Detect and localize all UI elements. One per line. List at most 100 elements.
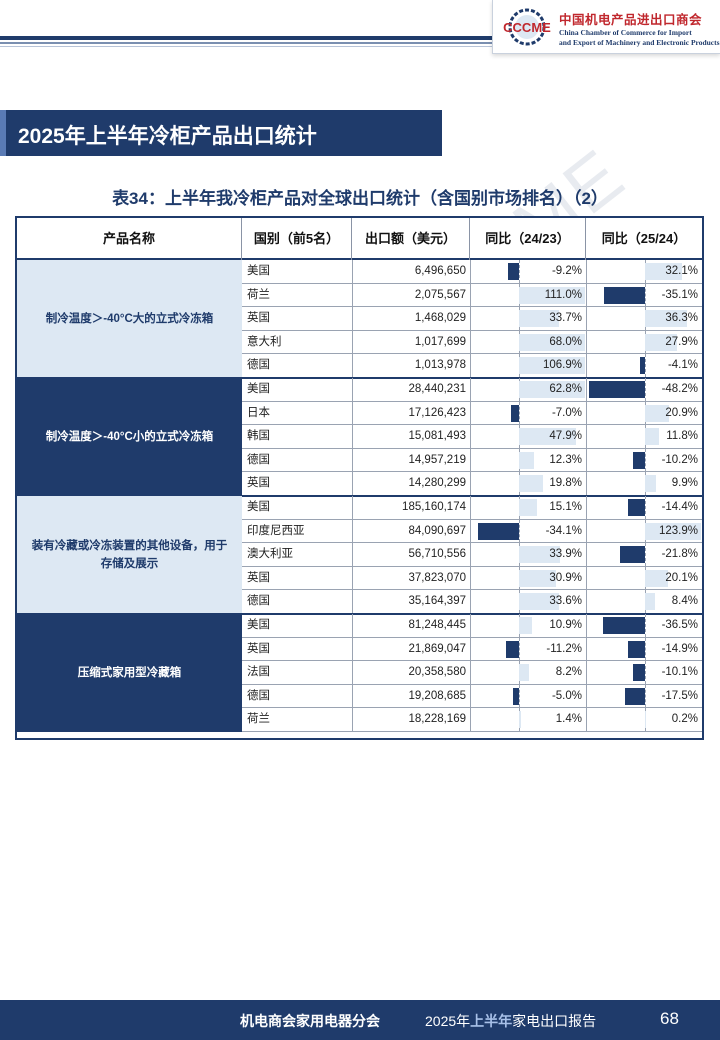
product-group: 制冷温度＞-40°C小的立式冷冻箱 美国 28,440,231 62.8% -48.2%… — [17, 378, 702, 496]
footer-report-title: 2025年上半年家电出口报告 — [425, 1011, 596, 1031]
table-row: 美国 185,160,174 15.1% -14.4% — [242, 496, 702, 520]
table-row: 荷兰 2,075,567 111.0% -35.1% — [242, 283, 702, 308]
yoy-25-24-cell: 9.9% — [586, 472, 702, 495]
negative-growth-bar — [507, 263, 519, 280]
amount-cell: 185,160,174 — [352, 496, 470, 519]
yoy-value: -36.5% — [661, 619, 698, 631]
table-header: 产品名称 国别（前5名） 出口额（美元） 同比（24/23） 同比（25/24） — [17, 218, 702, 260]
country-cell: 德国 — [247, 689, 270, 702]
amount-cell: 14,280,299 — [352, 472, 470, 495]
table-row: 韩国 15,081,493 47.9% 11.8% — [242, 425, 702, 449]
negative-growth-bar — [589, 381, 645, 398]
product-name: 装有冷藏或冷冻装置的其他设备，用于存储及展示 — [17, 496, 242, 614]
bar-axis — [519, 684, 520, 708]
yoy-value: 32.1% — [665, 265, 698, 277]
bar-axis — [645, 378, 646, 401]
bar-axis — [645, 661, 646, 684]
column-header-product: 产品名称 — [17, 218, 242, 260]
negative-growth-bar — [640, 357, 645, 375]
section-title: 2025年上半年冷柜产品出口统计 — [18, 125, 317, 148]
country-cell: 德国 — [247, 595, 270, 608]
header-stripe-hairline — [0, 46, 492, 47]
footer-report: 家电出口报告 — [512, 1013, 597, 1029]
negative-growth-bar — [513, 687, 519, 705]
bar-axis — [519, 519, 520, 543]
positive-growth-bar — [645, 310, 688, 328]
table-row: 德国 1,013,978 106.9% -4.1% — [242, 354, 702, 378]
yoy-25-24-cell: -14.9% — [586, 637, 702, 661]
positive-growth-bar — [645, 593, 655, 611]
yoy-25-24-cell: -36.5% — [586, 614, 702, 637]
yoy-value: 111.0% — [544, 288, 582, 301]
bar-axis — [519, 401, 520, 425]
yoy-24-23-cell: 10.9% — [470, 614, 586, 637]
yoy-24-23-cell: 33.7% — [470, 307, 586, 330]
table-row: 美国 28,440,231 62.8% -48.2% — [242, 378, 702, 402]
yoy-25-24-cell: 20.9% — [586, 401, 702, 425]
yoy-25-24-cell: -17.5% — [586, 684, 702, 708]
export-stats-table: 产品名称 国别（前5名） 出口额（美元） 同比（24/23） 同比（25/24）… — [15, 216, 704, 740]
logo-text: CCCME — [503, 20, 551, 35]
yoy-25-24-cell: 20.1% — [586, 566, 702, 590]
positive-growth-bar — [519, 286, 585, 304]
positive-growth-bar — [519, 310, 560, 328]
yoy-25-24-cell: -48.2% — [586, 378, 702, 401]
yoy-24-23-cell: 8.2% — [470, 661, 586, 684]
amount-cell: 2,075,567 — [352, 283, 470, 307]
yoy-value: 106.9% — [542, 359, 582, 372]
positive-growth-bar — [519, 617, 533, 634]
table-row: 美国 81,248,445 10.9% -36.5% — [242, 614, 702, 638]
group-divider — [17, 377, 702, 379]
positive-growth-bar — [645, 333, 678, 351]
yoy-24-23-cell: -11.2% — [470, 637, 586, 661]
table-row: 澳大利亚 56,710,556 33.9% -21.8% — [242, 543, 702, 567]
positive-growth-bar — [519, 381, 585, 398]
header-stripe — [0, 36, 492, 40]
negative-growth-bar — [478, 522, 519, 540]
yoy-value: 20.9% — [665, 406, 698, 419]
table-row: 法国 20,358,580 8.2% -10.1% — [242, 661, 702, 685]
amount-cell: 35,164,397 — [352, 590, 470, 613]
amount-cell: 15,081,493 — [352, 425, 470, 448]
yoy-value: -7.0% — [551, 406, 582, 419]
yoy-value: 9.9% — [671, 477, 698, 490]
amount-cell: 17,126,423 — [352, 401, 470, 425]
yoy-25-24-cell: 0.2% — [586, 708, 702, 731]
bar-axis — [645, 637, 646, 661]
yoy-25-24-cell: 32.1% — [586, 260, 702, 283]
yoy-24-23-cell: 30.9% — [470, 566, 586, 590]
country-cell: 英国 — [247, 312, 270, 325]
negative-growth-bar — [505, 640, 519, 658]
footer-org: 机电商会家用电器分会 — [240, 1013, 380, 1029]
yoy-24-23-cell: -5.0% — [470, 684, 586, 708]
country-cell: 英国 — [247, 642, 270, 655]
positive-growth-bar — [519, 357, 585, 375]
bar-axis — [645, 684, 646, 708]
yoy-value: 19.8% — [549, 477, 582, 490]
positive-growth-bar — [519, 499, 538, 516]
positive-growth-bar — [519, 593, 560, 611]
yoy-24-23-cell: 19.8% — [470, 472, 586, 495]
yoy-24-23-cell: 15.1% — [470, 496, 586, 519]
table-row: 德国 35,164,397 33.6% 8.4% — [242, 590, 702, 614]
yoy-24-23-cell: 62.8% — [470, 378, 586, 401]
positive-growth-bar — [645, 475, 657, 493]
yoy-value: -10.1% — [661, 666, 698, 679]
yoy-value: -35.1% — [661, 288, 698, 301]
table-row: 英国 14,280,299 19.8% 9.9% — [242, 472, 702, 496]
negative-growth-bar — [510, 404, 519, 422]
positive-growth-bar — [519, 569, 557, 587]
negative-growth-bar — [619, 546, 645, 564]
negative-growth-bar — [628, 499, 645, 516]
yoy-25-24-cell: -35.1% — [586, 283, 702, 307]
yoy-value: -9.2% — [551, 265, 582, 277]
country-cell: 美国 — [247, 501, 270, 513]
amount-cell: 19,208,685 — [352, 684, 470, 708]
footer-period: 上半年 — [470, 1013, 513, 1029]
country-cell: 法国 — [247, 666, 270, 679]
group-divider — [17, 613, 702, 615]
yoy-25-24-cell: -14.4% — [586, 496, 702, 519]
country-cell: 英国 — [247, 571, 270, 584]
table-row: 英国 21,869,047 -11.2% -14.9% — [242, 637, 702, 662]
yoy-value: 11.8% — [666, 430, 698, 443]
